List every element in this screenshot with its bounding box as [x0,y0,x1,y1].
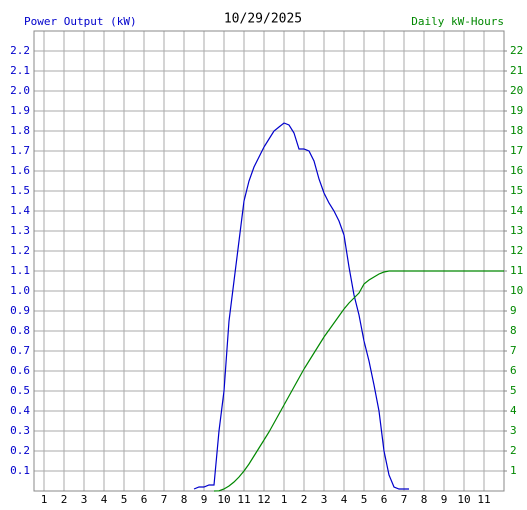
y2-tick-label: 4 [510,404,517,417]
y2-tick-label: 1 [510,464,517,477]
y-tick-label: 0.2 [10,444,30,457]
x-tick-label: 9 [201,493,208,506]
y2-tick-label: 20 [510,84,523,97]
x-tick-label: 8 [421,493,428,506]
y-tick-label: 0.6 [10,364,30,377]
y2-tick-label: 13 [510,224,523,237]
y2-tick-label: 16 [510,164,523,177]
y2-tick-label: 17 [510,144,523,157]
y2-tick-label: 3 [510,424,517,437]
y-tick-label: 1.2 [10,244,30,257]
chart-title: 10/29/2025 [224,12,302,27]
y-tick-label: 1.8 [10,124,30,137]
y2-tick-label: 22 [510,44,523,57]
y-tick-label: 0.4 [10,404,30,417]
y-tick-label: 0.8 [10,324,30,337]
y-tick-label: 1.3 [10,224,30,237]
y2-tick-label: 6 [510,364,517,377]
x-tick-label: 9 [441,493,448,506]
y2-tick-label: 5 [510,384,517,397]
y-tick-label: 2.2 [10,44,30,57]
y-tick-label: 1.9 [10,104,30,117]
y-tick-label: 0.1 [10,464,30,477]
y-tick-label: 0.5 [10,384,30,397]
y2-tick-label: 15 [510,184,523,197]
y-tick-label: 0.7 [10,344,30,357]
x-tick-label: 8 [181,493,188,506]
y-tick-label: 1.1 [10,264,30,277]
x-tick-label: 10 [457,493,470,506]
y-tick-label: 1.5 [10,184,30,197]
x-tick-label: 4 [101,493,108,506]
x-tick-label: 7 [161,493,168,506]
x-tick-label: 10 [217,493,230,506]
y2-tick-label: 9 [510,304,517,317]
x-tick-label: 7 [401,493,408,506]
y-tick-label: 1.7 [10,144,30,157]
y-tick-label: 0.3 [10,424,30,437]
x-tick-label: 6 [381,493,388,506]
y2-tick-label: 18 [510,124,523,137]
x-tick-label: 1 [41,493,48,506]
y2-tick-label: 12 [510,244,523,257]
data-line [213,270,504,492]
y-tick-label: 1.6 [10,164,30,177]
x-tick-label: 3 [81,493,88,506]
x-tick-label: 5 [121,493,128,506]
y2-tick-label: 2 [510,444,517,457]
x-tick-label: 11 [477,493,490,506]
x-tick-label: 1 [281,493,288,506]
y2-tick-label: 14 [510,204,524,217]
x-tick-label: 12 [257,493,270,506]
y2-tick-label: 8 [510,324,517,337]
y-tick-label: 2.0 [10,84,30,97]
x-tick-label: 3 [321,493,328,506]
y-tick-label: 1.0 [10,284,30,297]
y-tick-label: 2.1 [10,64,30,77]
x-tick-label: 11 [237,493,250,506]
y2-tick-label: 19 [510,104,523,117]
x-tick-label: 6 [141,493,148,506]
y2-tick-label: 11 [510,264,523,277]
data-line [193,122,409,490]
y-tick-label: 0.9 [10,304,30,317]
x-tick-label: 2 [61,493,68,506]
plot-border [33,30,505,492]
y2-tick-label: 10 [510,284,523,297]
y-axis-label: Power Output (kW) [24,15,137,28]
y2-axis-label: Daily kW-Hours [411,15,504,28]
x-tick-label: 2 [301,493,308,506]
y2-tick-label: 21 [510,64,523,77]
plot-area [33,30,505,492]
x-tick-label: 5 [361,493,368,506]
y-tick-label: 1.4 [10,204,30,217]
x-tick-label: 4 [341,493,348,506]
y2-tick-label: 7 [510,344,517,357]
